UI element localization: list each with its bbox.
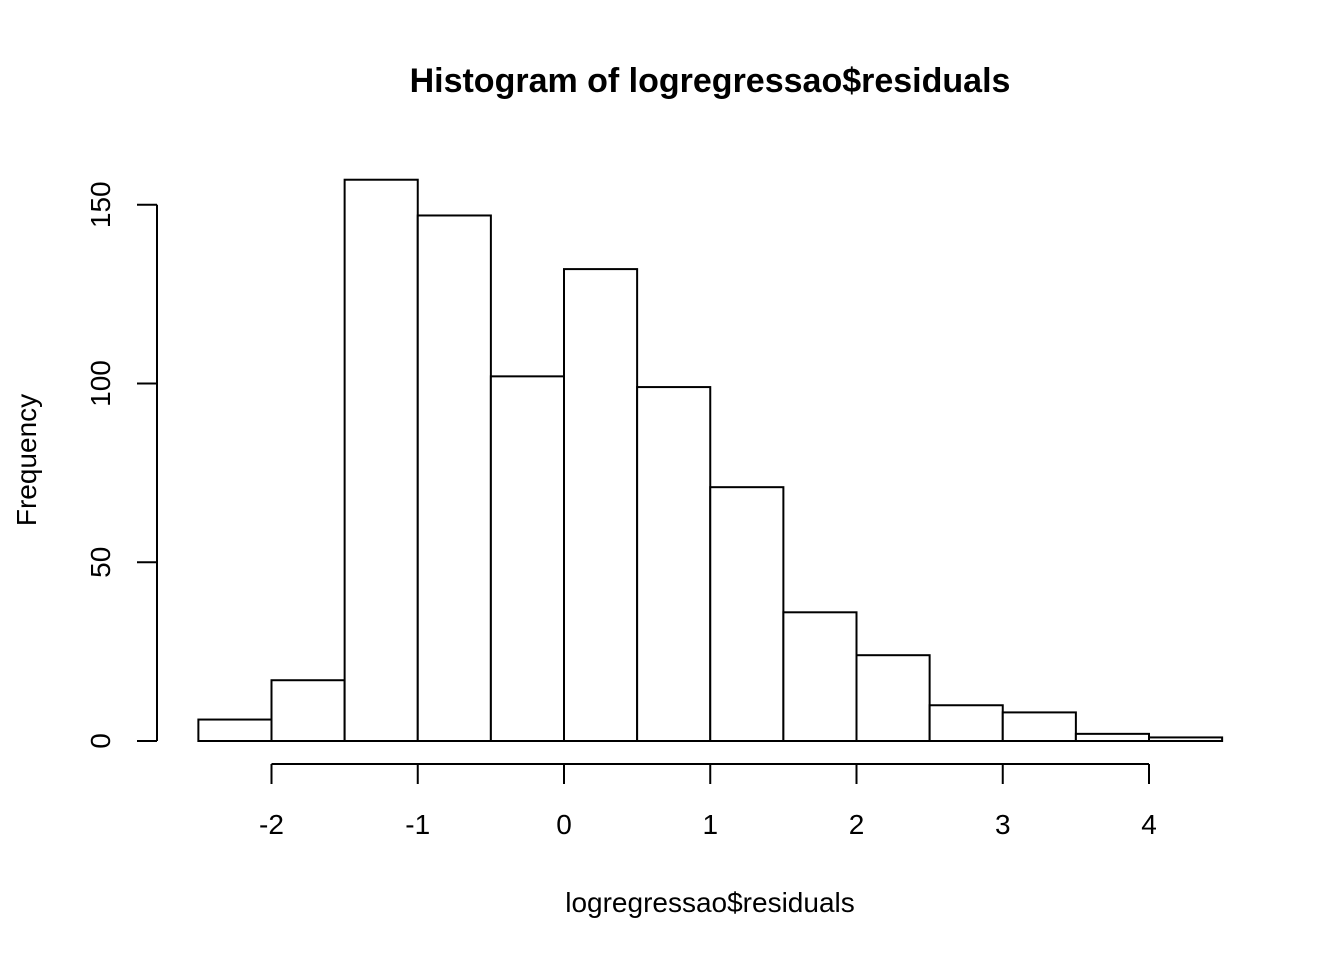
y-axis-label: Frequency bbox=[11, 394, 42, 526]
histogram-bar-9 bbox=[855, 654, 931, 743]
chart-title: Histogram of logregressao$residuals bbox=[410, 62, 1011, 100]
histogram-bar-10 bbox=[928, 704, 1004, 742]
x-tick-label-4: 2 bbox=[849, 809, 865, 840]
histogram-bar-5 bbox=[563, 268, 639, 742]
x-tick-label-2: 0 bbox=[556, 809, 572, 840]
histogram-bar-6 bbox=[636, 386, 712, 742]
histogram-bar-13 bbox=[1148, 736, 1224, 742]
histogram-bar-1 bbox=[270, 679, 346, 742]
y-tick-label-1: 50 bbox=[85, 547, 116, 578]
histogram-bar-4 bbox=[489, 375, 565, 742]
y-tick-label-0: 0 bbox=[85, 733, 116, 749]
histogram-bar-8 bbox=[782, 611, 858, 742]
histogram-bar-12 bbox=[1074, 732, 1150, 742]
x-axis: -2 -1 0 1 2 3 4 bbox=[259, 763, 1157, 840]
x-tick-label-5: 3 bbox=[995, 809, 1011, 840]
x-tick-label-6: 4 bbox=[1141, 809, 1157, 840]
histogram-bar-0 bbox=[197, 718, 273, 742]
x-axis-label: logregressao$residuals bbox=[565, 887, 855, 918]
y-tick-label-2: 100 bbox=[85, 360, 116, 407]
histogram-bar-3 bbox=[416, 214, 492, 743]
bars-group bbox=[197, 178, 1224, 743]
y-tick-label-3: 150 bbox=[85, 181, 116, 228]
x-tick-label-0: -2 bbox=[259, 809, 284, 840]
y-axis: 0 50 100 150 bbox=[85, 181, 158, 749]
histogram-bar-2 bbox=[343, 178, 419, 743]
x-tick-label-1: -1 bbox=[405, 809, 430, 840]
histogram-bar-7 bbox=[709, 486, 785, 742]
x-tick-label-3: 1 bbox=[702, 809, 718, 840]
histogram-bar-11 bbox=[1001, 711, 1077, 743]
